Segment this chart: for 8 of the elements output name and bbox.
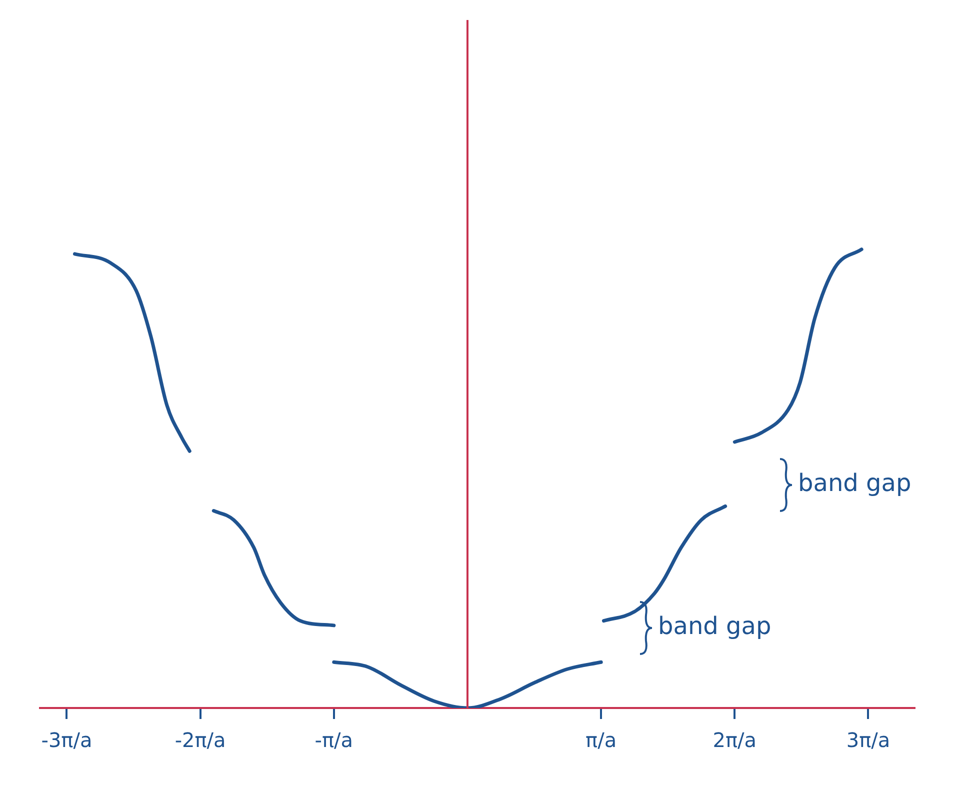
annotation: band gap xyxy=(798,469,912,498)
x-tick-label: -2π/a xyxy=(174,728,226,752)
x-tick-label: 2π/a xyxy=(712,728,757,752)
x-tick-label: -3π/a xyxy=(41,728,92,752)
annotation: band gap xyxy=(658,612,772,640)
x-tick-label: π/a xyxy=(586,728,617,752)
x-tick-label: 3π/a xyxy=(846,728,890,752)
x-tick-label: -π/a xyxy=(314,728,354,752)
